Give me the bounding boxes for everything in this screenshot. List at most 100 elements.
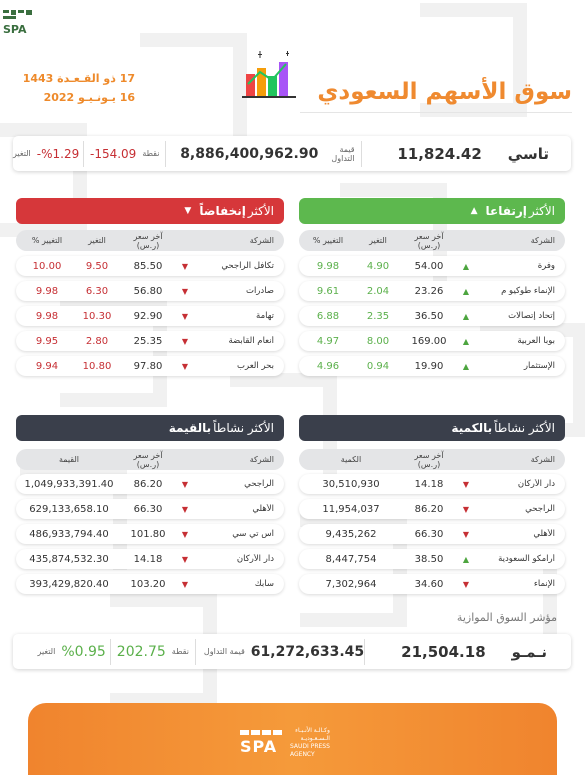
col-price: آخر سعر (ر.س)	[133, 450, 163, 469]
table-row: اس تي سي ▼ 101.80 486,933,794.40	[16, 524, 284, 544]
company-name: الأهلي	[252, 504, 274, 514]
last-price: 92.90	[133, 310, 163, 322]
last-price: 19.90	[414, 360, 444, 372]
banner-prefix: الأكثر	[528, 204, 555, 218]
divider	[83, 140, 84, 167]
traded-value: 435,874,532.30	[29, 553, 109, 565]
last-price: 86.20	[414, 503, 444, 515]
company-name: الإنماء طوكيو م	[501, 286, 555, 296]
arrow-down-icon: ▼	[181, 579, 189, 589]
tasi-summary: تاسي 11,824.42 قيمة التداول 8,886,400,96…	[13, 136, 571, 171]
company-name: الأهلي	[533, 529, 555, 539]
top-gainers-banner: الأكثر إرتفاعا ▲	[299, 198, 565, 224]
col-price: آخر سعر (ر.س)	[133, 231, 163, 250]
company-name: سابك	[254, 579, 274, 589]
spa-mark: SPA	[240, 730, 284, 756]
change: 10.30	[82, 310, 112, 322]
table-row: الراجحي ▼ 86.20 1,049,933,391.40	[16, 474, 284, 494]
change: 2.04	[366, 285, 390, 297]
traded-value: 629,133,658.10	[29, 503, 109, 515]
table-row: دار الأركان ▼ 14.18 435,874,532.30	[16, 549, 284, 569]
traded-value: 486,933,794.40	[29, 528, 109, 540]
table-row: الأهلي ▼ 66.30 9,435,262	[299, 524, 565, 544]
last-price: 34.60	[414, 578, 444, 590]
footer-band	[28, 703, 557, 775]
index-name: تاسي	[507, 144, 549, 163]
company-name: الإستثمار	[523, 361, 555, 371]
table-row: أنعام القابضة ▼ 25.35 2.80 9.95	[16, 331, 284, 351]
change-pct: 9.98	[35, 285, 59, 297]
index-value: 11,824.42	[397, 144, 482, 163]
chart-icon	[242, 51, 296, 98]
divider	[109, 638, 111, 665]
change-value: %1.29-	[36, 146, 80, 161]
banner-prefix: الأكثر نشاطاً	[213, 421, 274, 435]
change-pct: 9.61	[316, 285, 340, 297]
svg-text:SPA: SPA	[3, 23, 27, 36]
col-pct: التغيير %	[312, 236, 344, 245]
change-value: %0.95	[61, 643, 106, 660]
banner-title: بالقيمة	[168, 421, 212, 435]
col-pct: التغيير %	[31, 236, 63, 245]
quantity: 11,954,037	[322, 503, 380, 515]
most-active-value-banner: الأكثر نشاطاً بالقيمة	[16, 415, 284, 441]
last-price: 66.30	[414, 528, 444, 540]
company-name: بوبا العربية	[517, 336, 555, 346]
chevron-up-icon: ▲	[470, 206, 478, 216]
quantity: 7,302,964	[325, 578, 377, 590]
quantity: 30,510,930	[322, 478, 380, 490]
arrow-down-icon: ▼	[462, 504, 470, 514]
arrow-down-icon: ▼	[181, 529, 189, 539]
company-name: أرامكو السعودية	[498, 554, 555, 564]
last-price: 85.50	[133, 260, 163, 272]
parallel-caption: مؤشر السوق الموازية	[456, 611, 557, 624]
company-name: صادرات	[245, 286, 274, 296]
col-price: آخر سعر (ر.س)	[414, 450, 444, 469]
last-price: 86.20	[133, 478, 163, 490]
top-losers-banner: الأكثر إنخفاضاً ▼	[16, 198, 284, 224]
banner-prefix: الأكثر	[247, 204, 274, 218]
agency-line: وكـالـة الأنـبـاء	[295, 727, 330, 734]
change-pct: 6.88	[316, 310, 340, 322]
last-price: 169.00	[411, 335, 447, 347]
change: 9.50	[85, 260, 109, 272]
last-price: 103.20	[130, 578, 166, 590]
table-row: دار الأركان ▼ 14.18 30,510,930	[299, 474, 565, 494]
arrow-up-icon: ▲	[462, 336, 470, 346]
traded-value: 1,049,933,391.40	[24, 478, 114, 490]
last-price: 25.35	[133, 335, 163, 347]
last-price: 66.30	[133, 503, 163, 515]
change-pct: 4.97	[316, 335, 340, 347]
title-underline	[300, 112, 572, 113]
divider	[165, 140, 167, 167]
table-row: سابك ▼ 103.20 393,429,820.40	[16, 574, 284, 594]
company-name: تكافل الراجحي	[221, 261, 274, 271]
col-qty: الكمية	[340, 455, 362, 464]
company-name: بحر العرب	[237, 361, 274, 371]
losers-header: الشركة آخر سعر (ر.س) التغير التغيير %	[16, 230, 284, 251]
col-change: التغير	[369, 236, 387, 245]
spa-logo: SPA	[3, 10, 32, 36]
last-price: 23.26	[414, 285, 444, 297]
last-price: 38.50	[414, 553, 444, 565]
col-company: الشركة	[530, 455, 555, 464]
last-price: 54.00	[414, 260, 444, 272]
last-price: 14.18	[414, 478, 444, 490]
change: 10.80	[82, 360, 112, 372]
table-row: تهامة ▼ 92.90 10.30 9.98	[16, 306, 284, 326]
turnover-value: 61,272,633.45	[250, 643, 365, 660]
arrow-up-icon: ▲	[462, 286, 470, 296]
agency-name: وكـالـة الأنـبـاء الـسـعـوديـة SAUDI PRE…	[290, 727, 330, 759]
arrow-down-icon: ▼	[181, 554, 189, 564]
change: 6.30	[85, 285, 109, 297]
table-row: الأهلي ▼ 66.30 629,133,658.10	[16, 499, 284, 519]
arrow-down-icon: ▼	[181, 336, 189, 346]
arrow-down-icon: ▼	[462, 479, 470, 489]
company-name: اس تي سي	[232, 529, 274, 539]
change-pct: 4.96	[316, 360, 340, 372]
change: 0.94	[366, 360, 390, 372]
col-value: القيمة	[58, 455, 80, 464]
last-price: 97.80	[133, 360, 163, 372]
change: 2.35	[366, 310, 390, 322]
table-row: الإنماء طوكيو م ▲ 23.26 2.04 9.61	[299, 281, 565, 301]
